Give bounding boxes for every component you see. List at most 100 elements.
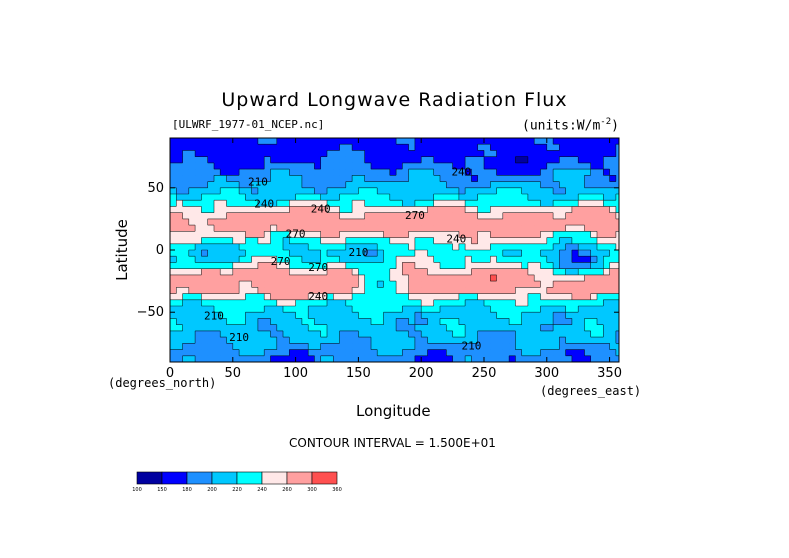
field-cell <box>540 337 548 344</box>
field-cell <box>364 312 372 319</box>
field-cell <box>188 349 196 357</box>
field-cell <box>578 150 586 158</box>
field-cell <box>339 343 347 351</box>
field-cell <box>245 162 253 170</box>
field-cell <box>446 293 454 301</box>
field-cell <box>402 175 410 183</box>
field-cell <box>389 150 397 158</box>
field-cell <box>333 324 341 332</box>
field-cell <box>427 187 435 195</box>
field-cell <box>452 225 460 232</box>
field-cell <box>496 318 504 326</box>
field-cell <box>490 175 498 183</box>
field-cell <box>371 231 378 239</box>
field-cell <box>496 225 504 232</box>
y-unit-note: (degrees_north) <box>108 376 217 390</box>
field-cell <box>295 306 303 313</box>
field-cell <box>358 150 366 158</box>
field-cell <box>283 262 290 270</box>
field-cell <box>333 200 341 207</box>
field-cell <box>421 218 429 226</box>
field-cell <box>603 138 611 145</box>
field-cell <box>440 231 447 239</box>
field-cell <box>490 293 498 301</box>
field-cell <box>452 355 460 362</box>
field-cell <box>358 274 366 282</box>
field-cell <box>571 312 579 319</box>
field-cell <box>433 225 441 232</box>
field-cell <box>396 225 403 232</box>
field-cell <box>584 330 592 338</box>
field-cell <box>421 274 429 282</box>
field-cell <box>276 256 284 263</box>
field-cell <box>214 250 221 257</box>
field-cell <box>308 250 316 257</box>
field-cell <box>490 287 498 295</box>
field-cell <box>590 175 598 183</box>
field-cell <box>590 318 598 326</box>
field-cell <box>207 225 215 232</box>
field-cell <box>427 200 435 207</box>
field-cell <box>201 256 209 263</box>
field-cell <box>571 268 579 276</box>
contour-label: 270 <box>271 255 291 268</box>
field-cell <box>433 268 441 276</box>
field-cell <box>433 162 441 170</box>
field-cell <box>521 187 529 195</box>
field-cell <box>371 206 378 214</box>
field-cell <box>471 337 479 344</box>
field-cell <box>276 343 284 351</box>
field-cell <box>408 293 416 301</box>
field-cell <box>308 324 316 332</box>
field-cell <box>571 175 579 183</box>
field-cell <box>283 138 290 145</box>
field-cell <box>383 355 391 362</box>
field-cell <box>484 355 491 362</box>
field-cell <box>578 175 586 183</box>
field-cell <box>207 318 215 326</box>
field-cell <box>540 355 548 362</box>
field-cell <box>452 218 460 226</box>
field-cell <box>283 225 290 232</box>
field-cell <box>283 337 290 344</box>
field-cell <box>565 287 573 295</box>
field-cell <box>452 287 460 295</box>
field-cell <box>440 281 447 288</box>
field-cell <box>414 306 422 313</box>
field-cell <box>170 243 177 251</box>
field-cell <box>471 218 479 226</box>
field-cell <box>389 200 397 207</box>
field-cell <box>565 324 573 332</box>
field-cell <box>527 218 535 226</box>
field-cell <box>188 262 196 270</box>
field-cell <box>521 138 529 145</box>
field-cell <box>465 293 472 301</box>
field-cell <box>402 194 410 201</box>
field-cell <box>553 262 560 270</box>
field-cell <box>521 256 529 263</box>
field-cell <box>515 306 523 313</box>
field-cell <box>396 194 403 201</box>
x-axis-label: Longitude <box>356 402 431 420</box>
field-cell <box>251 194 259 201</box>
field-cell <box>402 144 410 151</box>
field-cell <box>546 212 554 220</box>
field-cell <box>534 299 542 307</box>
field-cell <box>571 318 579 326</box>
field-cell <box>540 243 548 251</box>
field-cell <box>320 355 328 362</box>
field-cell <box>364 337 372 344</box>
field-cell <box>276 194 284 201</box>
field-cell <box>358 306 366 313</box>
field-cell <box>383 343 391 351</box>
field-cell <box>615 299 619 307</box>
field-cell <box>226 281 234 288</box>
field-cell <box>509 162 516 170</box>
field-cell <box>220 225 228 232</box>
field-cell <box>603 231 611 239</box>
field-cell <box>232 156 240 164</box>
field-cell <box>427 194 435 201</box>
field-cell <box>377 181 385 189</box>
field-cell <box>584 274 592 282</box>
field-cell <box>408 156 416 164</box>
